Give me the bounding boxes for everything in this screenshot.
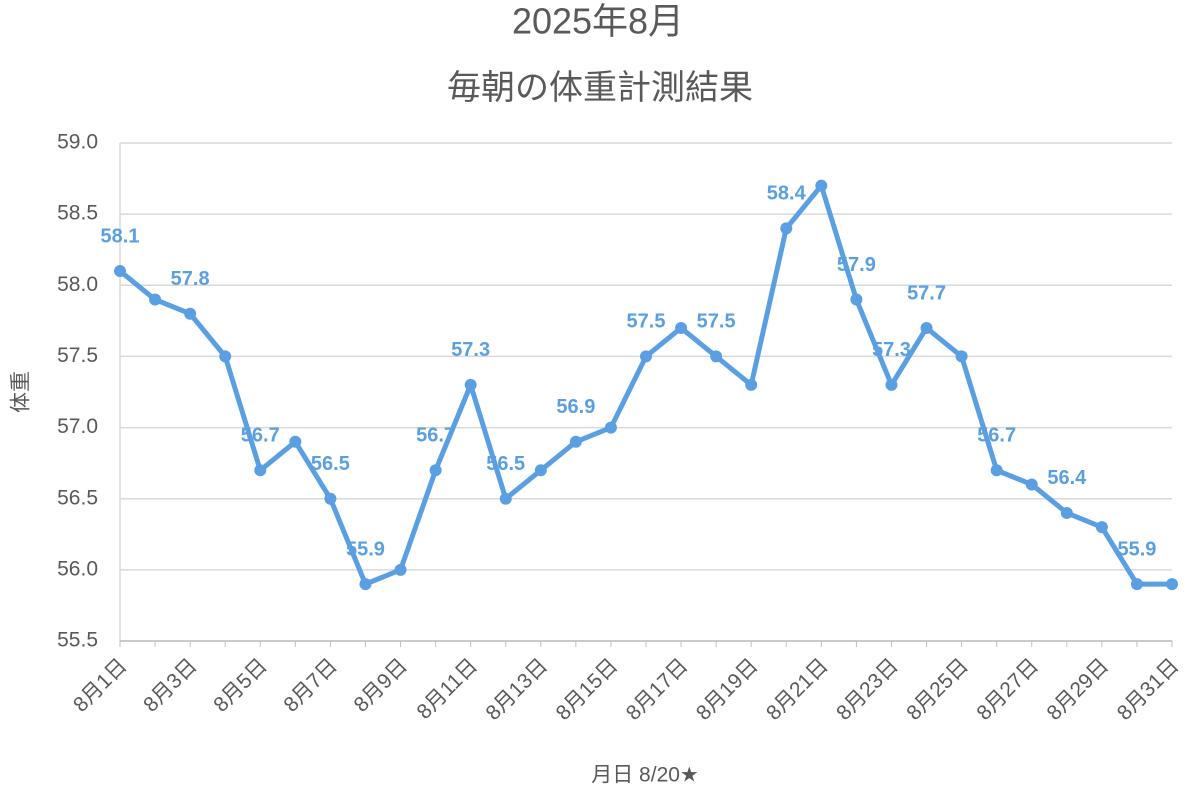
data-point: [710, 350, 723, 363]
data-point: [114, 265, 126, 278]
data-point: [850, 293, 863, 306]
data-point: [1025, 478, 1038, 491]
data-point: [885, 378, 898, 391]
y-axis-label: 体重: [10, 371, 33, 413]
data-label: 55.9: [1117, 538, 1156, 560]
data-point: [219, 350, 232, 363]
data-point: [499, 492, 512, 505]
data-label: 57.3: [451, 339, 490, 361]
data-point: [604, 421, 617, 434]
x-axis-label: 月日 8/20★: [591, 764, 699, 787]
data-point: [534, 464, 547, 477]
data-label: 57.8: [171, 268, 210, 290]
data-point: [184, 307, 197, 320]
data-label: 56.5: [311, 453, 350, 475]
data-point: [990, 464, 1003, 477]
y-tick-label: 59.0: [57, 131, 98, 154]
data-label: 57.5: [697, 311, 736, 333]
data-label: 55.9: [346, 538, 385, 560]
chart-subtitle: 毎朝の体重計測結果: [447, 69, 753, 107]
data-point: [254, 464, 267, 477]
data-point: [394, 563, 407, 576]
data-label: 58.1: [101, 225, 140, 247]
data-label: 56.4: [1047, 467, 1087, 489]
data-point: [429, 464, 442, 477]
data-point: [920, 321, 933, 334]
data-point: [640, 350, 652, 363]
y-tick-label: 58.5: [57, 202, 98, 225]
data-point: [464, 378, 477, 391]
data-label: 57.7: [907, 282, 946, 304]
y-tick-label: 56.0: [57, 557, 98, 580]
data-point: [359, 578, 372, 591]
data-point: [955, 350, 968, 363]
data-label: 57.9: [837, 254, 876, 276]
data-point: [780, 222, 793, 235]
y-tick-label: 56.5: [57, 486, 98, 509]
y-tick-label: 57.0: [57, 415, 98, 438]
data-point: [569, 435, 582, 448]
data-point: [149, 293, 162, 306]
data-label: 56.7: [241, 425, 280, 447]
data-point: [1060, 506, 1073, 519]
data-label: 57.5: [627, 311, 666, 333]
y-tick-label: 55.5: [57, 629, 98, 652]
data-label: 56.7: [416, 425, 455, 447]
y-tick-label: 58.0: [57, 273, 98, 296]
data-point: [745, 378, 758, 391]
data-point: [1095, 521, 1108, 534]
data-point: [289, 435, 302, 448]
data-point: [1166, 578, 1178, 591]
data-point: [815, 179, 828, 192]
chart-title: 2025年8月: [512, 1, 684, 42]
data-label: 56.7: [977, 425, 1016, 447]
data-label: 58.4: [767, 183, 807, 205]
data-point: [1130, 578, 1143, 591]
data-point: [324, 492, 337, 505]
data-point: [675, 321, 688, 334]
data-label: 56.5: [486, 453, 525, 475]
data-label: 56.9: [556, 396, 595, 418]
data-label: 57.3: [872, 339, 911, 361]
y-tick-label: 57.5: [57, 344, 98, 367]
